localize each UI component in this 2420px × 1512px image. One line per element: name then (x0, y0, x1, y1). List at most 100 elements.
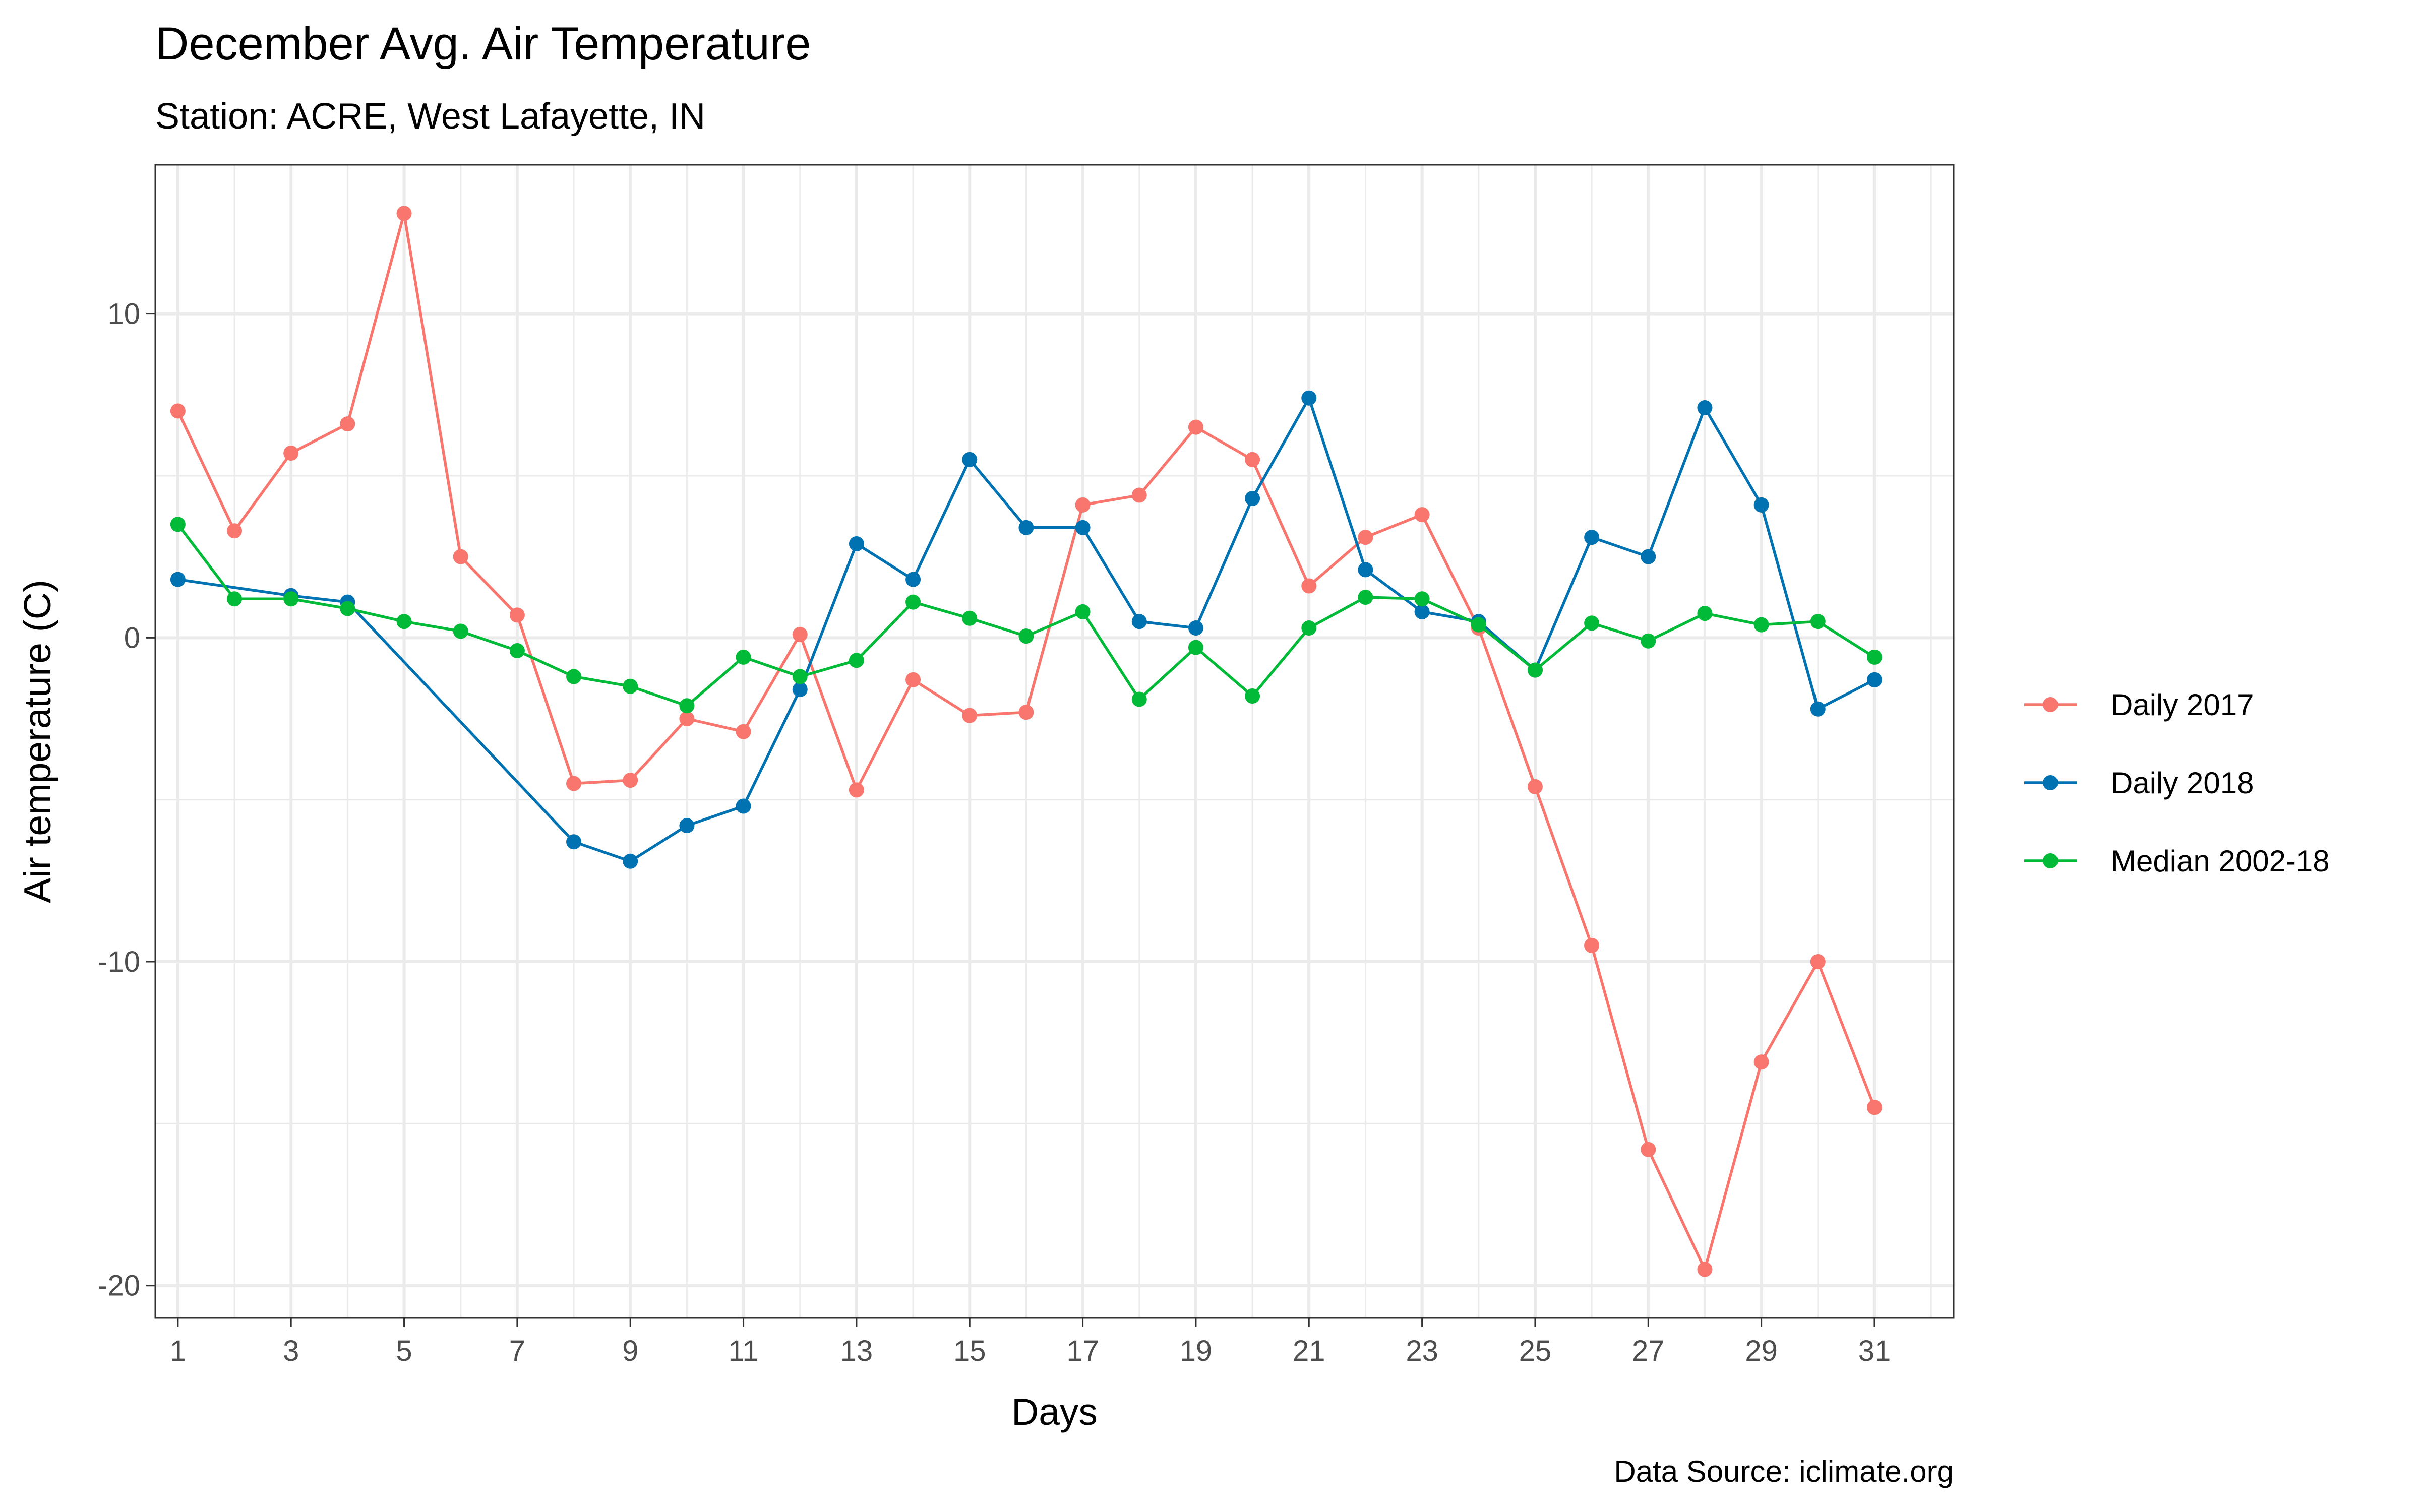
data-point (227, 591, 243, 607)
data-point (170, 403, 186, 419)
data-point (679, 711, 695, 727)
series-daily-2018 (170, 390, 1882, 869)
data-point (1414, 507, 1430, 523)
y-tick-label: -20 (98, 1270, 140, 1302)
series-layer (170, 206, 1882, 1277)
data-point (1018, 705, 1034, 720)
data-point (1301, 620, 1317, 636)
legend-key-point (2043, 697, 2058, 712)
gridlines (155, 165, 1954, 1318)
series-median-2002-18 (170, 517, 1882, 714)
data-point (1641, 633, 1656, 649)
data-point (1810, 614, 1826, 629)
data-point (1697, 400, 1713, 416)
data-point (736, 649, 751, 665)
data-point (1018, 520, 1034, 535)
data-source-caption: Data Source: iclimate.org (1614, 1455, 1954, 1488)
data-point (1866, 1100, 1882, 1115)
x-tick-label: 7 (509, 1335, 525, 1367)
x-tick-label: 9 (622, 1335, 638, 1367)
data-point (792, 669, 808, 684)
data-point (1131, 487, 1147, 503)
data-point (1471, 617, 1486, 633)
data-point (1414, 591, 1430, 607)
legend-key-point (2043, 853, 2058, 868)
x-tick-label: 1 (170, 1335, 186, 1367)
data-point (849, 653, 864, 668)
data-point (1358, 562, 1373, 578)
data-point (1131, 614, 1147, 629)
data-point (1753, 497, 1769, 513)
chart-title: December Avg. Air Temperature (155, 18, 811, 70)
data-point (1188, 640, 1203, 655)
data-point (1301, 578, 1317, 594)
data-point (1245, 452, 1260, 467)
x-tick-label: 31 (1858, 1335, 1891, 1367)
plot-panel-border (154, 164, 1955, 1319)
data-point (283, 591, 299, 607)
x-tick-label: 17 (1066, 1335, 1099, 1367)
legend-label: Daily 2018 (2111, 766, 2254, 800)
data-point (1810, 954, 1826, 970)
data-point (1584, 615, 1600, 631)
data-point (509, 607, 525, 623)
x-tick-label: 15 (953, 1335, 986, 1367)
data-point (566, 669, 582, 684)
data-point (1527, 779, 1543, 794)
x-tick-label: 5 (396, 1335, 412, 1367)
data-point (1075, 604, 1091, 619)
data-point (736, 798, 751, 814)
data-point (1358, 590, 1373, 605)
x-tick-label: 23 (1406, 1335, 1438, 1367)
data-point (623, 678, 638, 694)
data-point (1075, 520, 1091, 535)
y-axis-title: Air temperature (C) (16, 580, 58, 903)
data-point (170, 572, 186, 587)
data-point (1810, 701, 1826, 717)
data-point (679, 698, 695, 714)
data-point (679, 818, 695, 834)
x-tick-label: 11 (728, 1335, 758, 1367)
data-point (1131, 691, 1147, 707)
data-point (1358, 530, 1373, 545)
data-point (849, 536, 864, 551)
data-point (340, 601, 355, 616)
legend-key-point (2043, 775, 2058, 790)
data-point (1301, 390, 1317, 406)
data-point (283, 446, 299, 461)
data-point (905, 572, 921, 587)
data-point (905, 672, 921, 687)
data-point (1641, 549, 1656, 564)
data-point (1866, 672, 1882, 687)
x-tick-label: 27 (1632, 1335, 1665, 1367)
legend-item: Daily 2018 (2024, 766, 2254, 800)
data-point (1866, 649, 1882, 665)
data-point (170, 517, 186, 532)
data-point (623, 853, 638, 869)
legend-item: Daily 2017 (2024, 688, 2254, 722)
data-point (962, 452, 978, 467)
data-point (453, 623, 468, 639)
data-point (396, 206, 412, 221)
x-tick-label: 21 (1293, 1335, 1325, 1367)
data-point (566, 834, 582, 850)
data-point (1584, 937, 1600, 953)
data-point (1018, 628, 1034, 644)
chart-subtitle: Station: ACRE, West Lafayette, IN (155, 96, 705, 137)
legend-label: Median 2002-18 (2111, 844, 2330, 878)
data-point (509, 643, 525, 659)
data-point (1697, 606, 1713, 621)
x-tick-label: 29 (1745, 1335, 1778, 1367)
data-point (566, 776, 582, 791)
x-tick-label: 25 (1519, 1335, 1552, 1367)
y-tick-label: -10 (98, 946, 140, 978)
data-point (1245, 688, 1260, 704)
data-point (1414, 604, 1430, 619)
data-point (1753, 1054, 1769, 1070)
y-tick-label: 0 (124, 621, 140, 654)
data-point (962, 610, 978, 626)
data-point (1527, 662, 1543, 678)
data-point (1697, 1262, 1713, 1277)
